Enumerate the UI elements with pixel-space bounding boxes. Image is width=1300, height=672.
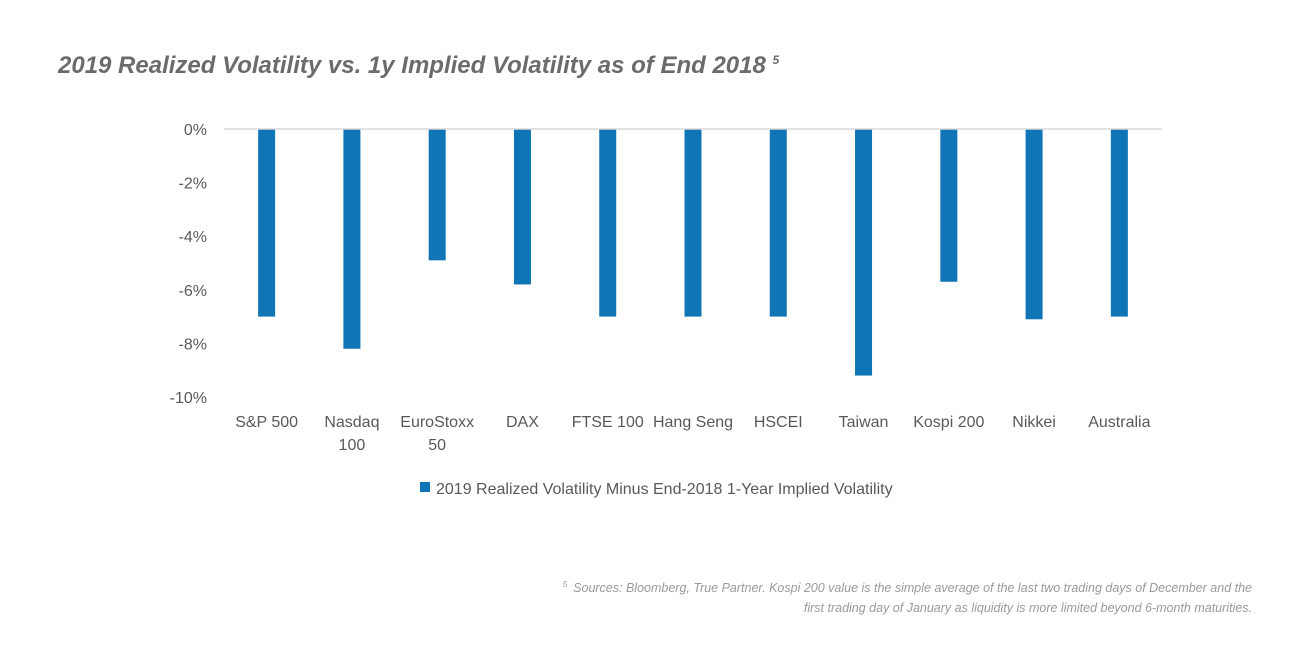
footnote-line-2: first trading day of January as liquidit… <box>803 601 1252 616</box>
y-tick-label: -8% <box>179 336 207 353</box>
y-tick-label: -6% <box>179 283 207 300</box>
title-footnote-marker: 5 <box>772 53 780 67</box>
bar <box>1025 129 1043 320</box>
chart-title: 2019 Realized Volatility vs. 1y Implied … <box>58 52 779 80</box>
legend-label: 2019 Realized Volatility Minus End-2018 … <box>436 481 893 498</box>
x-tick-label: EuroStoxx 50 <box>400 414 474 454</box>
x-tick-label: Australia <box>1088 414 1150 431</box>
bar <box>599 129 617 317</box>
x-tick-label: DAX <box>506 414 539 431</box>
x-tick-label: Kospi 200 <box>913 414 984 431</box>
chart-title-text: 2019 Realized Volatility vs. 1y Implied … <box>58 52 766 79</box>
footnote-text-1: Sources: Bloomberg, True Partner. Kospi … <box>573 581 1252 596</box>
bar <box>1110 129 1128 317</box>
x-tick-label: HSCEI <box>754 414 803 431</box>
y-tick-label: 0% <box>184 122 207 139</box>
bar <box>343 129 361 349</box>
bar <box>428 129 446 261</box>
legend-swatch <box>420 482 430 492</box>
bar <box>940 129 958 282</box>
y-tick-label: -2% <box>179 176 207 193</box>
y-tick-label: -10% <box>170 390 207 407</box>
x-tick-label: Taiwan <box>839 414 889 431</box>
footnote-marker: 5 <box>562 580 568 589</box>
bar <box>258 129 276 317</box>
x-tick-label: Hang Seng <box>653 414 733 431</box>
footnote-line-1: 5 Sources: Bloomberg, True Partner. Kospi… <box>432 575 1252 598</box>
x-tick-label: S&P 500 <box>235 414 298 431</box>
bar <box>513 129 531 285</box>
bar <box>769 129 787 317</box>
x-tick-label: Nikkei <box>1012 414 1056 431</box>
y-tick-label: -4% <box>179 229 207 246</box>
bar <box>855 129 873 376</box>
x-tick-label: FTSE 100 <box>572 414 644 431</box>
bar <box>684 129 702 317</box>
footnote: 5 Sources: Bloomberg, True Partner. Kospi… <box>432 575 1252 618</box>
x-tick-label: Nasdaq 100 <box>324 414 379 454</box>
